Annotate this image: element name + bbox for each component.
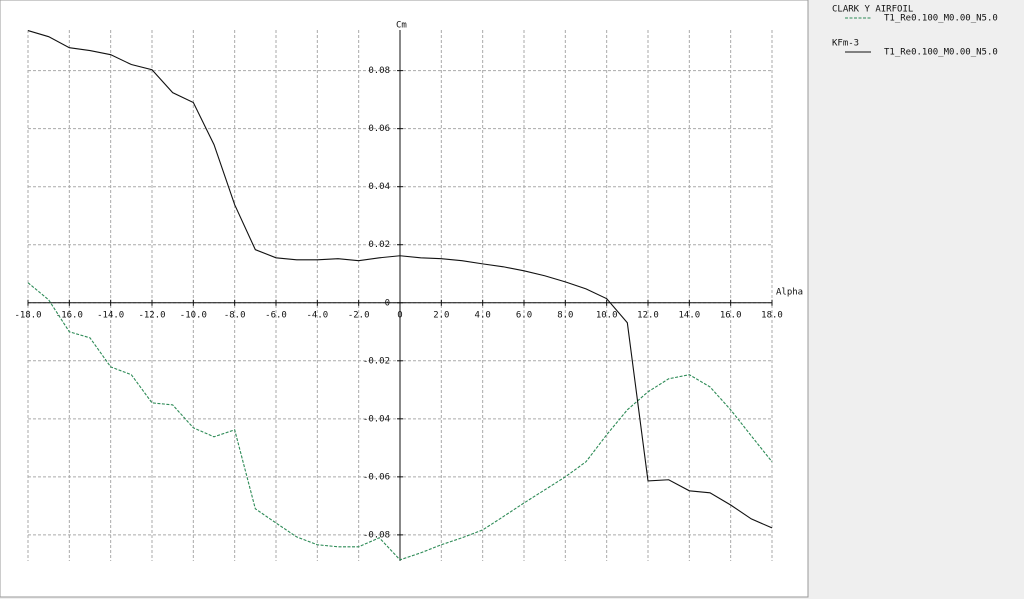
x-tick-label: -8.0	[224, 310, 246, 320]
y-tick-label: 0.04	[368, 182, 390, 192]
legend-airfoil: KFm-3	[832, 39, 859, 49]
axes: -18.0 -16.0 -14.0 -12.0 -10.0 -8.0 -6.0 -4.0 -2.…	[14, 21, 803, 561]
series-line	[27, 282, 773, 561]
legend-entry: T1_Re0.100_M0.00_N5.0	[884, 48, 998, 58]
x-axis-label: Alpha	[776, 287, 803, 297]
y-tick-label: -0.06	[363, 472, 390, 482]
x-tick-label: -12.0	[138, 310, 165, 320]
x-tick-label: -6.0	[265, 310, 287, 320]
legend-airfoil: CLARK Y AIRFOIL	[832, 5, 913, 15]
x-tick-label: 8.0	[557, 310, 573, 320]
y-axis-label: Cm	[396, 21, 407, 31]
x-tick-label: 16.0	[720, 310, 742, 320]
series-line	[27, 30, 773, 529]
y-tick-label: 0.08	[368, 66, 390, 76]
y-tick-label: 0.02	[368, 240, 390, 250]
x-tick-label: -18.0	[14, 310, 41, 320]
y-tick-label: 0.06	[368, 124, 390, 134]
x-tick-label: -2.0	[348, 310, 370, 320]
y-tick-label: -0.04	[363, 414, 390, 424]
x-tick-label: -10.0	[180, 310, 207, 320]
x-tick-label: 2.0	[433, 310, 449, 320]
x-tick-label: 10.0	[596, 310, 618, 320]
x-tick-label: 18.0	[761, 310, 783, 320]
lines	[27, 30, 773, 561]
x-tick-label: 6.0	[516, 310, 532, 320]
x-tick-label: 14.0	[678, 310, 700, 320]
x-tick-label: -4.0	[306, 310, 328, 320]
y-tick-label: -0.02	[363, 356, 390, 366]
plot-panel	[0, 0, 809, 598]
legend-entry: T1_Re0.100_M0.00_N5.0	[884, 14, 998, 24]
x-tick-label: -14.0	[97, 310, 124, 320]
x-tick-label: 12.0	[637, 310, 659, 320]
x-tick-label: -16.0	[56, 310, 83, 320]
y-tick-label: -0.08	[363, 530, 390, 540]
legend: CLARK Y AIRFOILT1_Re0.100_M0.00_N5.0KFm-…	[832, 5, 998, 58]
x-tick-label: 4.0	[475, 310, 491, 320]
